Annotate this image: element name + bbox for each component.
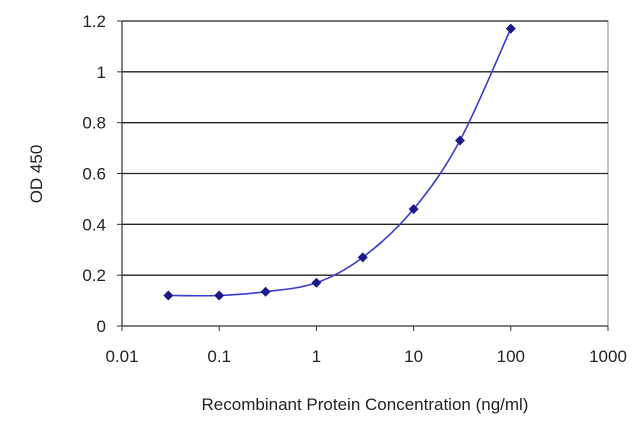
y-axis-title: OD 450	[27, 145, 46, 204]
axes	[117, 20, 609, 331]
series	[163, 23, 516, 301]
data-point	[214, 290, 225, 301]
y-tick-label: 0.8	[82, 114, 106, 133]
x-tick-label: 0.1	[207, 347, 231, 366]
x-tick-label: 10	[404, 347, 423, 366]
data-point	[260, 286, 271, 297]
y-tick-label: 0.6	[82, 165, 106, 184]
data-point	[311, 277, 322, 288]
x-tick-labels: 0.01 0.1 1 10 100 1000	[105, 347, 626, 366]
x-tick-label: 1000	[589, 347, 627, 366]
data-point	[505, 23, 516, 34]
y-tick-label: 0.2	[82, 266, 106, 285]
data-point	[454, 135, 465, 146]
y-tick-labels: 0 0.2 0.4 0.6 0.8 1 1.2	[82, 12, 106, 336]
data-point	[408, 204, 419, 215]
x-tick-label: 0.01	[105, 347, 138, 366]
x-axis-title: Recombinant Protein Concentration (ng/ml…	[202, 395, 529, 414]
y-tick-label: 1.2	[82, 12, 106, 31]
gridlines	[122, 20, 608, 276]
data-point	[163, 290, 174, 301]
y-tick-label: 0.4	[82, 215, 106, 234]
x-tick-label: 100	[497, 347, 525, 366]
y-tick-label: 1	[97, 63, 106, 82]
y-tick-label: 0	[97, 317, 106, 336]
x-tick-label: 1	[312, 347, 321, 366]
data-point	[357, 252, 368, 263]
